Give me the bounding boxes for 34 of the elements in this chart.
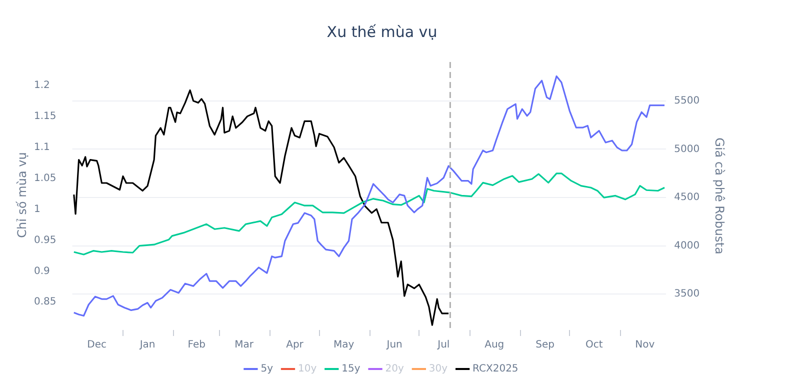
x-tick-label: Dec bbox=[87, 340, 106, 351]
x-tick-label: Mar bbox=[234, 340, 254, 351]
x-tick-label: Feb bbox=[188, 340, 206, 351]
y-axis-title: Chỉ số mùa vụ bbox=[15, 152, 29, 238]
legend-label: 10y bbox=[298, 364, 317, 375]
y2-axis-title: Giá cà phê Robusta bbox=[712, 138, 727, 254]
y-tick-label: 0.85 bbox=[34, 296, 56, 308]
y2-tick-label: 5500 bbox=[674, 95, 700, 106]
y-tick-label: 1 bbox=[34, 204, 40, 215]
y2-tick-label: 3500 bbox=[674, 288, 700, 300]
x-tick-label: Jul bbox=[436, 340, 450, 351]
y-tick-label: 1.2 bbox=[34, 80, 50, 92]
x-tick-label: Aug bbox=[484, 340, 504, 351]
x-tick-label: Apr bbox=[286, 340, 304, 351]
y-tick-label: 0.95 bbox=[34, 234, 56, 246]
y-tick-label: 0.9 bbox=[34, 266, 50, 277]
y-tick-label: 1.05 bbox=[34, 172, 56, 184]
legend-label: 5y bbox=[260, 364, 274, 375]
y-tick-label: 1.1 bbox=[34, 142, 50, 154]
chart-title: Xu thế mùa vụ bbox=[326, 22, 438, 41]
legend-label: 20y bbox=[385, 364, 404, 375]
y2-tick-label: 5000 bbox=[674, 144, 700, 155]
legend-label: 30y bbox=[428, 364, 448, 375]
y2-tick-label: 4500 bbox=[674, 192, 700, 204]
y-tick-label: 1.15 bbox=[34, 111, 56, 122]
x-tick-label: Nov bbox=[635, 340, 655, 351]
legend-label: RCX2025 bbox=[472, 364, 518, 375]
legend-label: 15y bbox=[342, 364, 360, 375]
x-tick-label: May bbox=[334, 340, 354, 351]
x-tick-label: Sep bbox=[536, 340, 555, 351]
x-tick-label: Jun bbox=[386, 340, 402, 351]
y2-tick-label: 4000 bbox=[674, 240, 700, 252]
x-tick-label: Oct bbox=[586, 340, 603, 351]
x-tick-label: Jan bbox=[138, 340, 156, 351]
